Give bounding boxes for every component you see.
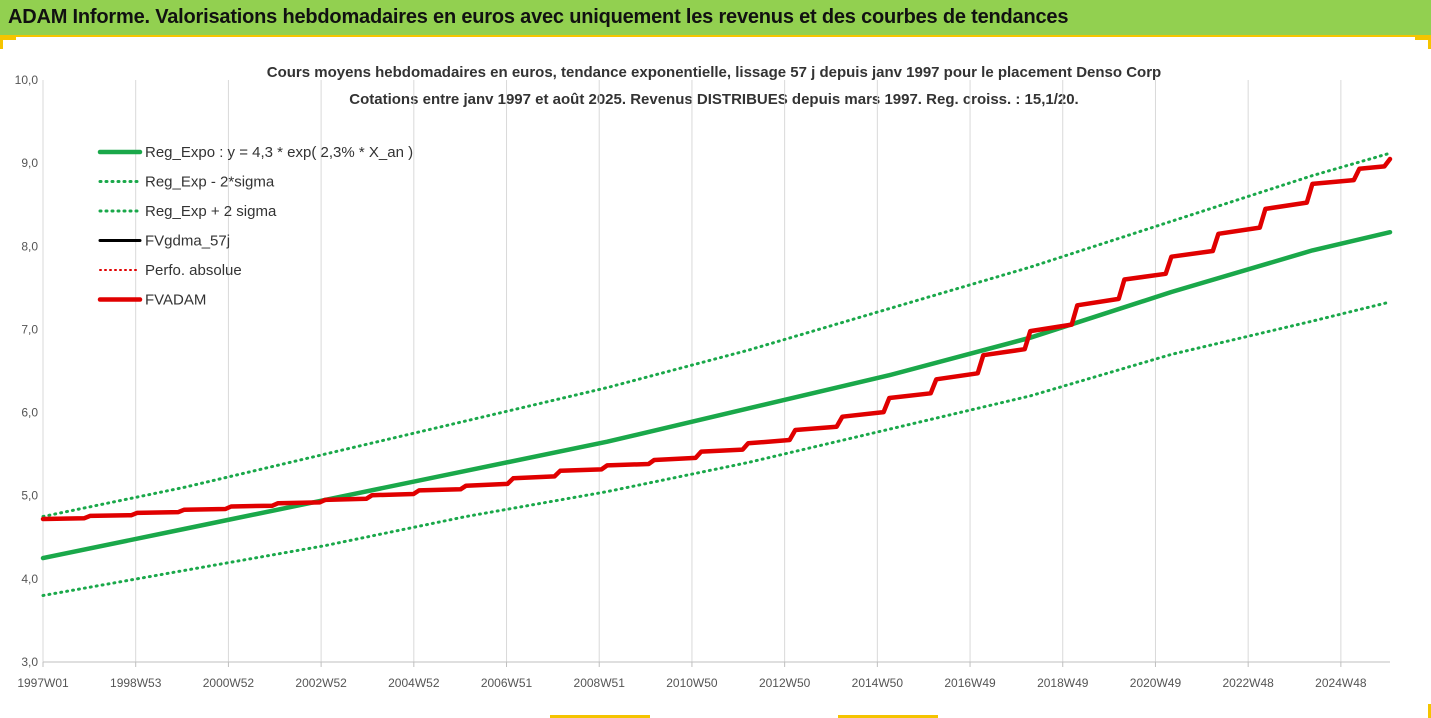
report-banner: ADAM Informe. Valorisations hebdomadaire… [0, 0, 1431, 37]
y-tick-label: 7,0 [21, 322, 38, 336]
x-tick-label: 2014W50 [852, 676, 904, 690]
legend-label: Perfo. absolue [145, 262, 242, 279]
grid-lines [42, 80, 1342, 662]
legend-label: FVgdma_57j [145, 233, 230, 250]
y-tick-label: 4,0 [21, 572, 38, 586]
legend-label: FVADAM [145, 292, 206, 309]
report-title: ADAM Informe. Valorisations hebdomadaire… [8, 6, 1069, 28]
corner-mark [1415, 37, 1431, 40]
legend-label: Reg_Exp + 2 sigma [145, 203, 277, 220]
x-tick-label: 2022W48 [1222, 676, 1274, 690]
x-axis: 1997W01 1998W53 2000W52 2002W52 2004W52 2006W… [17, 661, 1390, 690]
x-tick-label: 2016W49 [944, 676, 996, 690]
x-tick-label: 2004W52 [388, 676, 440, 690]
y-tick-label: 8,0 [21, 239, 38, 253]
line-chart: Cours moyens hebdomadaires en euros, ten… [15, 64, 1393, 690]
x-tick-label: 2012W50 [759, 676, 811, 690]
chart-title: Cours moyens hebdomadaires en euros, ten… [267, 64, 1161, 81]
corner-mark [0, 37, 16, 40]
corner-mark [0, 37, 3, 49]
y-tick-label: 10,0 [15, 73, 39, 87]
chart-frame: Cours moyens hebdomadaires en euros, ten… [0, 37, 1431, 718]
y-axis: 3,0 4,0 5,0 6,0 7,0 8,0 9,0 10,0 [15, 73, 39, 669]
series-line-2 [41, 151, 1392, 518]
series-line-0 [40, 229, 1393, 561]
x-tick-label: 2018W49 [1037, 676, 1089, 690]
corner-mark [550, 715, 650, 718]
corner-mark [838, 715, 938, 718]
x-tick-label: 2002W52 [295, 676, 347, 690]
y-tick-label: 3,0 [21, 655, 38, 669]
x-tick-label: 1998W53 [110, 676, 162, 690]
legend-label: Reg_Expo : y = 4,3 * exp( 2,3% * X_an ) [145, 144, 413, 161]
x-tick-label: 2000W52 [203, 676, 255, 690]
legend: Reg_Expo : y = 4,3 * exp( 2,3% * X_an ) R… [97, 144, 413, 309]
chart-subtitle: Cotations entre janv 1997 et août 2025. … [349, 91, 1078, 108]
y-tick-label: 5,0 [21, 489, 38, 503]
x-tick-label: 2008W51 [574, 676, 626, 690]
y-tick-label: 6,0 [21, 406, 38, 420]
corner-mark [1428, 37, 1431, 49]
series-line-1 [41, 300, 1392, 597]
corner-mark [1428, 704, 1431, 718]
series-line-4 [42, 158, 1391, 520]
x-tick-label: 2010W50 [666, 676, 718, 690]
y-tick-label: 9,0 [21, 156, 38, 170]
series-lines [40, 151, 1393, 597]
x-tick-label: 2024W48 [1315, 676, 1367, 690]
legend-label: Reg_Exp - 2*sigma [145, 174, 275, 191]
x-tick-label: 2020W49 [1130, 676, 1182, 690]
x-tick-label: 1997W01 [17, 676, 69, 690]
x-tick-label: 2006W51 [481, 676, 533, 690]
